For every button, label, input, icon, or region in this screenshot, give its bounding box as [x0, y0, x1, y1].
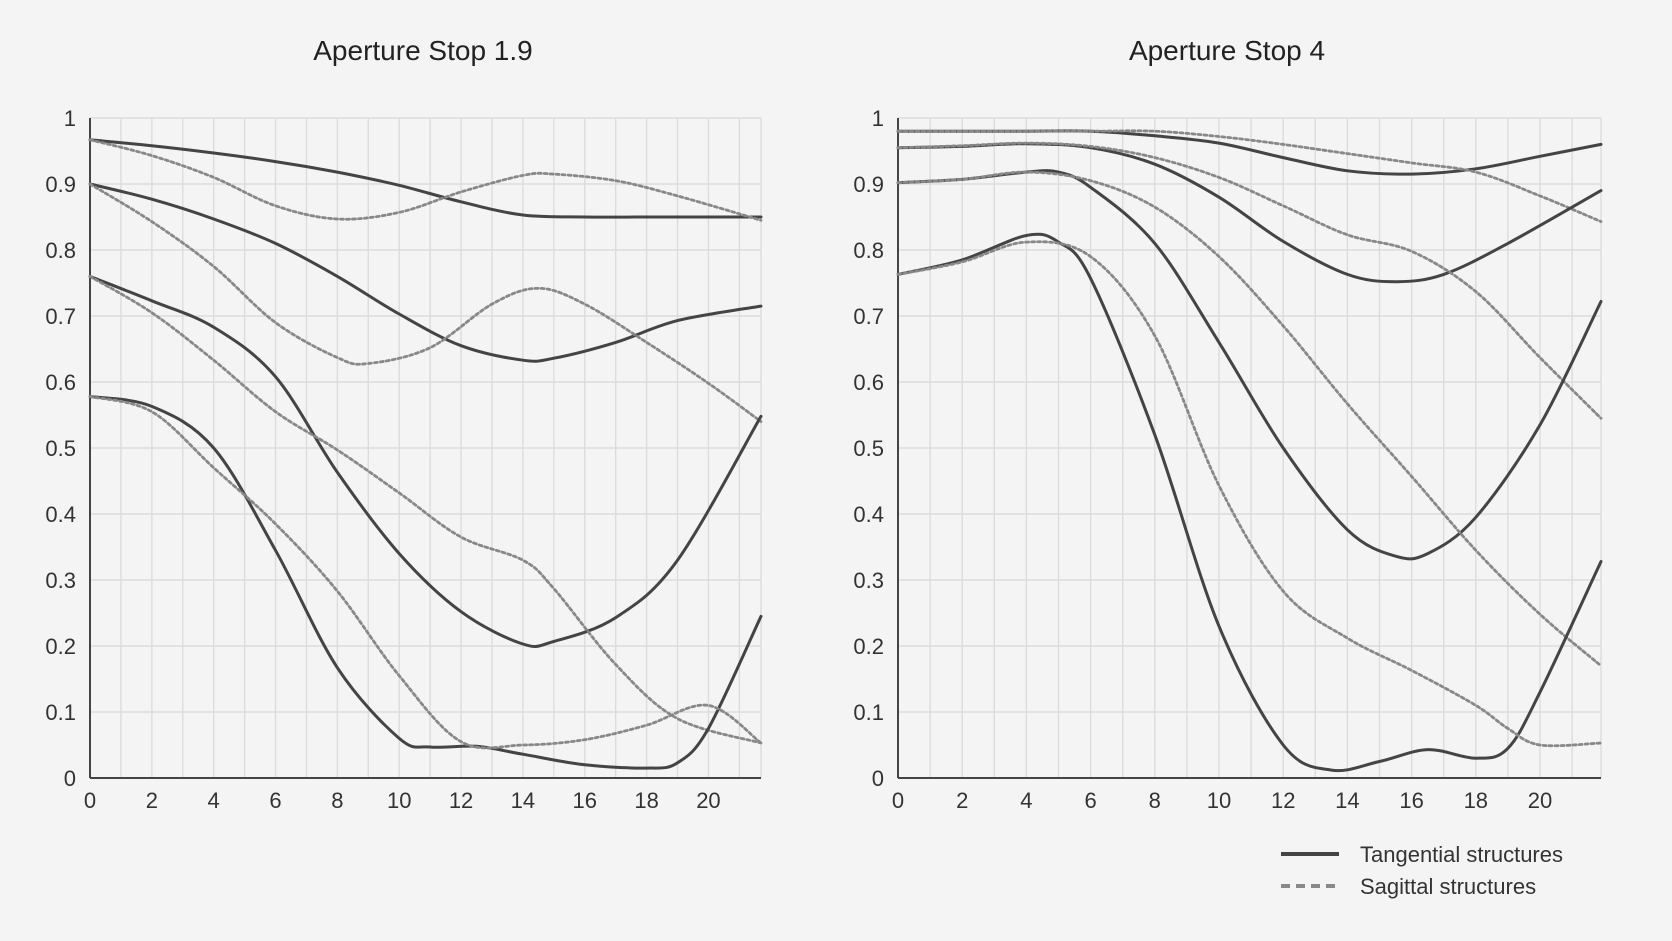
sagittal-series-line [896, 240, 1603, 748]
tangential-series-line [896, 129, 1603, 176]
y-tick-label: 0.6 [853, 370, 884, 395]
y-tick-label: 0.8 [45, 238, 76, 263]
x-tick-label: 8 [331, 788, 343, 813]
chart-title: Aperture Stop 1.9 [313, 35, 532, 66]
x-tick-label: 20 [696, 788, 720, 813]
y-tick-label: 0 [872, 766, 884, 791]
y-tick-label: 0.4 [45, 502, 76, 527]
x-tick-label: 0 [892, 788, 904, 813]
y-tick-label: 0.6 [45, 370, 76, 395]
y-tick-label: 0.4 [853, 502, 884, 527]
chart-aperture-stop-1-9: Aperture Stop 1.9 0 0.1 0.2 0.3 0.4 0.5 0.6 0.7… [45, 35, 763, 813]
tangential-series-line [88, 138, 763, 219]
axes [897, 118, 1601, 779]
y-tick-label: 0.3 [45, 568, 76, 593]
tick-labels: 00.10.20.30.40.50.60.70.80.910 2 4 6 8 10 12 14… [853, 106, 1552, 813]
tangential-series-line [88, 274, 763, 649]
y-tick-label: 1 [872, 106, 884, 131]
tangential-series-line [88, 395, 763, 770]
axes [89, 118, 761, 779]
tangential-series-line [88, 182, 763, 363]
chart-aperture-stop-4: Aperture Stop 4 0 0.1 0.2 0.3 0.4 0.5 0.6 0.7 0.… [853, 35, 1603, 813]
y-tick-label: 0.7 [45, 304, 76, 329]
legend-item-tangential: Tangential structures [1281, 842, 1563, 867]
x-tick-label: 10 [387, 788, 411, 813]
y-tick-label: 0.3 [853, 568, 884, 593]
sagittal-series-line [88, 138, 763, 222]
series-group [88, 138, 763, 770]
sagittal-series-line [896, 141, 1603, 420]
x-tick-label: 0 [84, 788, 96, 813]
chart-title: Aperture Stop 4 [1129, 35, 1325, 66]
x-tick-label: 2 [956, 788, 968, 813]
x-tick-label: 4 [208, 788, 220, 813]
x-tick-label: 6 [1084, 788, 1096, 813]
x-tick-label: 18 [1464, 788, 1488, 813]
legend-item-sagittal: Sagittal structures [1281, 874, 1536, 899]
tangential-series-line [896, 169, 1603, 561]
x-tick-label: 10 [1207, 788, 1231, 813]
y-tick-label: 0.8 [853, 238, 884, 263]
x-tick-label: 12 [1271, 788, 1295, 813]
x-tick-label: 2 [146, 788, 158, 813]
tick-labels: 00.10.20.30.40.50.60.70.80.910 2 4 6 8 10 12 14… [45, 106, 720, 813]
x-tick-label: 8 [1149, 788, 1161, 813]
x-tick-label: 14 [1335, 788, 1359, 813]
legend-label-tangential: Tangential structures [1360, 842, 1563, 867]
y-tick-label: 0.2 [45, 634, 76, 659]
y-tick-label: 0.1 [45, 700, 76, 725]
x-tick-label: 12 [449, 788, 473, 813]
tangential-series-line [896, 232, 1603, 773]
legend: Tangential structures Sagittal structure… [1281, 842, 1563, 899]
sagittal-series-line [896, 170, 1603, 668]
y-tick-label: 0.1 [853, 700, 884, 725]
x-tick-label: 14 [511, 788, 535, 813]
x-tick-label: 4 [1020, 788, 1032, 813]
x-tick-label: 16 [1399, 788, 1423, 813]
x-tick-label: 6 [269, 788, 281, 813]
legend-label-sagittal: Sagittal structures [1360, 874, 1536, 899]
y-tick-label: 0.2 [853, 634, 884, 659]
y-tick-label: 0.9 [45, 172, 76, 197]
x-tick-label: 16 [573, 788, 597, 813]
sagittal-series-line [88, 182, 763, 423]
y-tick-label: 0.7 [853, 304, 884, 329]
y-tick-label: 0.9 [853, 172, 884, 197]
y-tick-label: 0.5 [45, 436, 76, 461]
sagittal-series-line [896, 129, 1603, 223]
y-tick-label: 1 [64, 106, 76, 131]
sagittal-series-line [88, 275, 763, 745]
y-tick-label: 0.5 [853, 436, 884, 461]
y-tick-label: 0 [64, 766, 76, 791]
x-tick-label: 20 [1528, 788, 1552, 813]
sagittal-series-line [88, 395, 763, 750]
series-group [896, 129, 1603, 773]
x-tick-label: 18 [634, 788, 658, 813]
